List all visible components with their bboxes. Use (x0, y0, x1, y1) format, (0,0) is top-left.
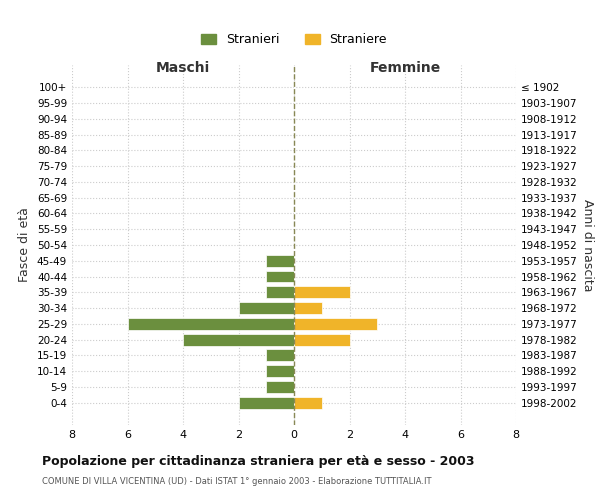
Bar (266, 270, 294, 282)
Text: COMUNE DI VILLA VICENTINA (UD) - Dati ISTAT 1° gennaio 2003 - Elaborazione TUTTI: COMUNE DI VILLA VICENTINA (UD) - Dati IS… (42, 478, 431, 486)
Y-axis label: Fasce di età: Fasce di età (19, 208, 31, 282)
Text: Popolazione per cittadinanza straniera per età e sesso - 2003: Popolazione per cittadinanza straniera p… (42, 455, 475, 468)
Bar (266, 255, 294, 266)
Bar (294, 334, 349, 345)
Bar (239, 397, 294, 408)
Bar (294, 302, 322, 314)
Legend: Stranieri, Straniere: Stranieri, Straniere (196, 28, 392, 51)
Text: Femmine: Femmine (370, 60, 440, 74)
Bar (294, 318, 377, 330)
Bar (294, 397, 322, 408)
Bar (183, 334, 294, 345)
Bar (266, 350, 294, 362)
Y-axis label: Anni di nascita: Anni di nascita (581, 198, 594, 291)
Bar (266, 381, 294, 393)
Bar (294, 286, 349, 298)
Bar (239, 302, 294, 314)
Bar (266, 366, 294, 377)
Bar (128, 318, 294, 330)
Bar (266, 286, 294, 298)
Text: Maschi: Maschi (156, 60, 210, 74)
